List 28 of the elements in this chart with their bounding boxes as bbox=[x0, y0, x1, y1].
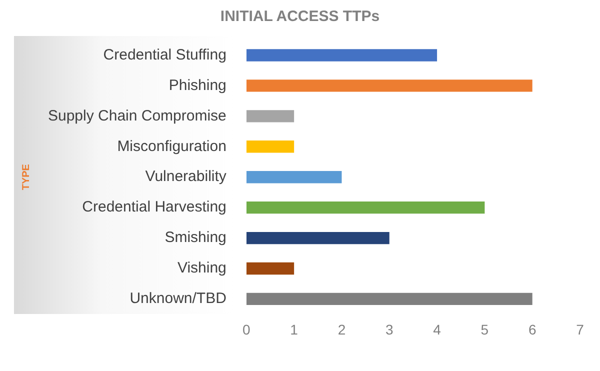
y-tick-label: Vishing bbox=[177, 260, 226, 277]
x-tick-label: 3 bbox=[385, 321, 394, 338]
x-tick-label: 6 bbox=[528, 321, 536, 338]
x-tick-label: 0 bbox=[242, 321, 251, 338]
x-tick-label: 2 bbox=[338, 321, 346, 338]
y-tick-label: Misconfiguration bbox=[117, 138, 226, 155]
bar bbox=[246, 171, 342, 184]
bar bbox=[246, 110, 294, 122]
y-tick-label: Vulnerability bbox=[145, 168, 227, 186]
bar bbox=[246, 201, 485, 214]
chart-title: INITIAL ACCESS TTPs bbox=[220, 8, 380, 26]
bar bbox=[246, 49, 438, 62]
bar bbox=[246, 232, 390, 244]
y-tick-label: Credential Harvesting bbox=[82, 198, 226, 216]
y-tick-label: Smishing bbox=[164, 229, 226, 246]
bar bbox=[246, 80, 532, 92]
y-tick-label: Phishing bbox=[168, 76, 226, 94]
x-tick-label: 7 bbox=[576, 321, 584, 338]
y-axis-title: TYPE bbox=[20, 164, 32, 190]
x-tick-label: 1 bbox=[290, 321, 298, 338]
y-tick-label: Supply Chain Compromise bbox=[48, 107, 226, 124]
x-tick-label: 5 bbox=[480, 321, 489, 338]
bar bbox=[246, 292, 532, 306]
bar bbox=[246, 262, 294, 275]
y-tick-label: Unknown/TBD bbox=[130, 290, 227, 308]
y-tick-label: Credential Stuffing bbox=[103, 46, 226, 64]
bar bbox=[246, 140, 294, 153]
x-tick-label: 4 bbox=[433, 321, 442, 338]
